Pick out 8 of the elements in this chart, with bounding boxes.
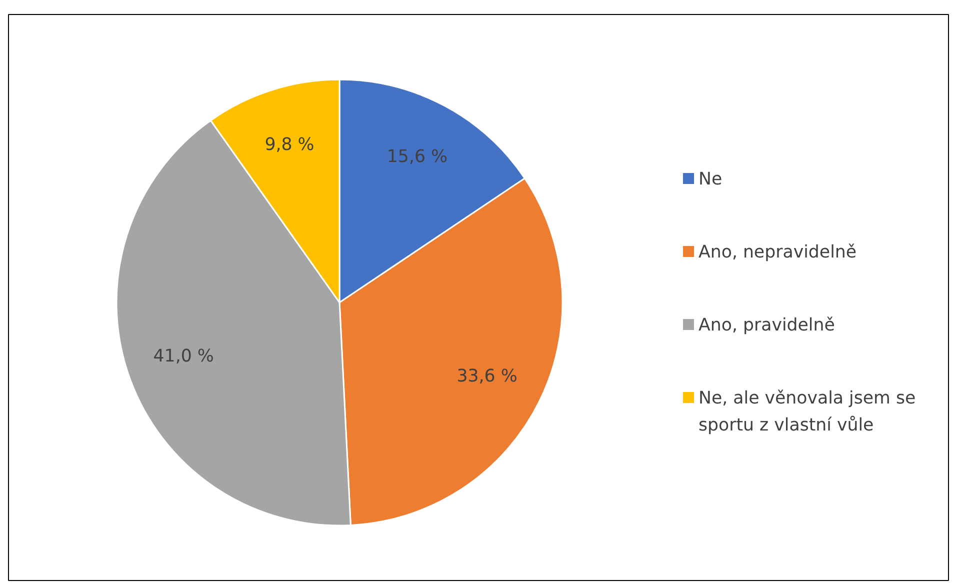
legend-label: Ano, pravidelně (698, 316, 835, 336)
data-label: 41,0 % (153, 346, 214, 366)
data-label: 15,6 % (386, 146, 448, 167)
data-label: 9,8 % (264, 135, 314, 156)
legend-label: Ne (698, 170, 722, 190)
legend-label: Ano, nepravidelně (698, 242, 857, 262)
legend-label: Ne, ale věnovala jsem se sportu z vlastní vůle (698, 388, 916, 436)
data-label: 33,6 % (456, 366, 518, 386)
